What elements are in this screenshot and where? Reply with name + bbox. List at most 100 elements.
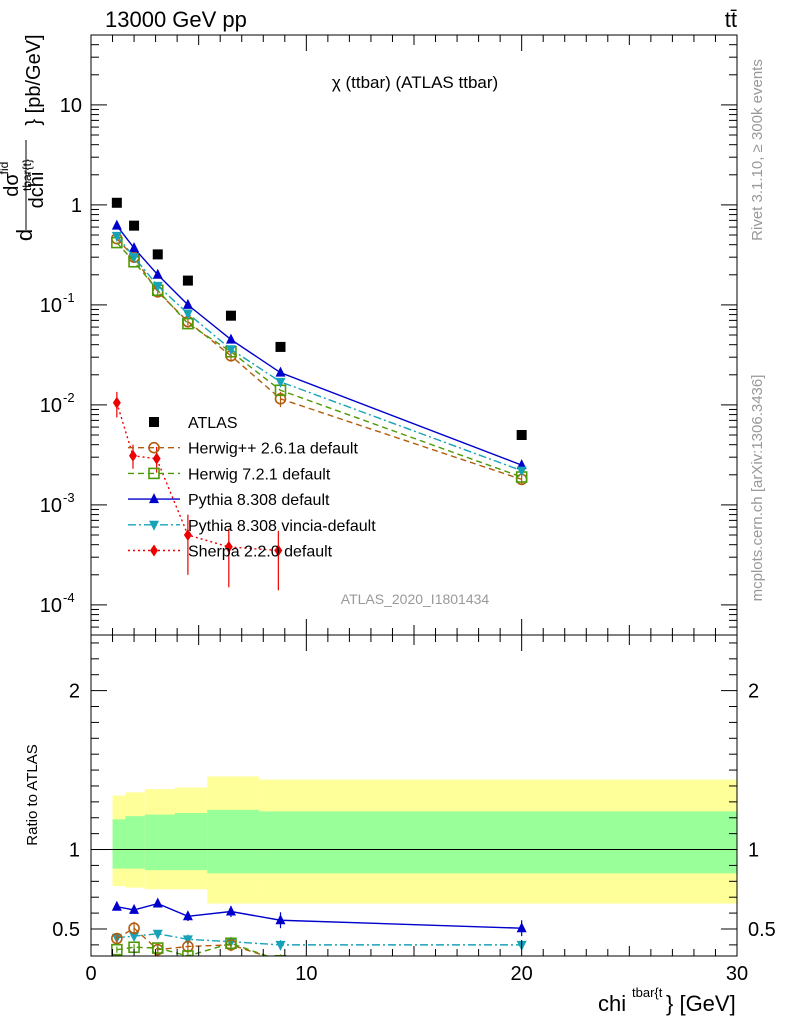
legend-label-atlas: ATLAS <box>188 415 238 432</box>
sherpa-2-2-0-default-point <box>152 452 161 465</box>
ratio-herwig-2-6-1a-default-line <box>116 927 268 956</box>
y-title-tbar: tbar{t} <box>20 159 34 191</box>
legend-marker-sherpa-2-2-0-default <box>150 544 158 557</box>
y-title-denominator: dchi <box>26 172 48 209</box>
legend: ATLAS Herwig++ 2.6.1a default Herwig 7.2.1… <box>128 415 376 561</box>
ratio-pythia-8-308-default-point <box>225 905 236 916</box>
legend-label-pythia-8-308-default: Pythia 8.308 default <box>188 492 330 509</box>
y-tick-exponent: -2 <box>63 390 75 405</box>
sherpa-2-2-0-default-point <box>128 449 137 462</box>
legend-label-sherpa-2-2-0-default: Sherpa 2.2.0 default <box>188 544 333 561</box>
legend-label-pythia-8-308-vincia-default: Pythia 8.308 vincia-default <box>188 518 376 535</box>
ratio-herwig-2-6-1a-default-point <box>111 932 123 945</box>
ratio-band-inner <box>112 819 126 869</box>
pythia-8-308-vincia-default-line <box>116 235 522 472</box>
ratio-y-tick-label-right: 2 <box>748 681 759 703</box>
ratio-herwig-7-2-1-default-line <box>116 942 270 956</box>
legend-marker-atlas <box>149 417 159 427</box>
y-tick-label: 1 <box>71 195 82 217</box>
y-title-d: d <box>12 229 37 241</box>
y-title-numerator: dσ <box>1 173 23 197</box>
ratio-pythia-8-308-default-line <box>116 902 522 929</box>
mcplots-label: mcplots.cern.ch [arXiv:1306.3436] <box>749 375 766 602</box>
pythia-8-308-default-point <box>182 298 193 309</box>
ratio-band-inner <box>144 814 175 871</box>
pythia-8-308-default-point <box>152 268 163 279</box>
main-data-layer <box>111 197 528 591</box>
herwig-2-6-1a-default-point <box>274 393 287 405</box>
ratio-herwig-7-2-1-default-point <box>274 954 287 956</box>
ratio-herwig-7-2-1-default-point <box>225 937 237 950</box>
pythia-8-308-default-point <box>129 242 140 253</box>
x-title-chi: chi <box>598 991 626 1016</box>
ratio-pythia-8-308-default-point <box>516 922 527 933</box>
x-tick-label: 10 <box>295 963 317 985</box>
energy-label: 13000 GeV pp <box>105 7 247 32</box>
y-tick-exponent: -4 <box>63 590 75 605</box>
x-tick-label: 30 <box>726 963 748 985</box>
y-tick-label: 10 <box>60 95 82 117</box>
atlas-point <box>516 430 527 440</box>
pythia-8-308-default-line <box>116 225 522 466</box>
ratio-band-inner <box>258 811 737 874</box>
rivet-label: Rivet 3.1.10, ≥ 300k events <box>749 59 766 241</box>
x-title-units: } [GeV] <box>666 991 736 1016</box>
pythia-8-308-default-point <box>111 219 122 230</box>
ratio-pythia-8-308-default-point <box>152 897 163 908</box>
pythia-8-308-vincia-default-point <box>182 309 193 320</box>
analysis-label: ATLAS_2020_I1801434 <box>341 591 490 607</box>
ratio-pythia-8-308-default-point <box>275 914 286 925</box>
process-label: tt̄ <box>725 7 737 32</box>
y-tick-label: 10 <box>40 395 62 417</box>
legend-label-herwig-2-6-1a-default: Herwig++ 2.6.1a default <box>188 441 358 458</box>
ratio-herwig-2-6-1a-default-point <box>128 922 140 934</box>
pythia-8-308-default-point <box>516 459 527 470</box>
ratio-pythia-8-308-default-point <box>129 903 140 914</box>
pythia-8-308-vincia-default-point <box>225 345 236 356</box>
ratio-band-inner <box>125 816 145 869</box>
y-tick-label: 10 <box>40 295 62 317</box>
atlas-point <box>182 275 193 286</box>
x-title-sup: tbar{t <box>632 985 663 1000</box>
atlas-point <box>225 310 236 321</box>
ratio-y-tick-label-right: 0.5 <box>748 919 776 941</box>
sherpa-2-2-0-default-line <box>116 402 279 552</box>
pythia-8-308-vincia-default-point <box>516 466 527 477</box>
ratio-pythia-8-308-vincia-default-line <box>116 933 522 946</box>
ratio-y-tick-label-right: 1 <box>748 840 759 862</box>
legend-marker-pythia-8-308-default <box>149 493 159 504</box>
ratio-pythia-8-308-vincia-default-point <box>182 935 193 946</box>
ratio-pythia-8-308-vincia-default-point <box>152 929 163 940</box>
atlas-point <box>111 197 122 208</box>
atlas-point <box>152 249 163 260</box>
x-axis-title: chi tbar{t } [GeV] <box>598 985 736 1016</box>
ratio-pythia-8-308-default-point <box>182 910 193 921</box>
pythia-8-308-default-point <box>225 333 236 344</box>
plot-title: χ (ttbar) (ATLAS ttbar) <box>332 73 498 92</box>
ratio-band-inner <box>207 809 259 874</box>
legend-marker-herwig-7-2-1-default <box>148 467 160 480</box>
ratio-pythia-8-308-vincia-default-point <box>129 932 140 943</box>
ratio-y-title: Ratio to ATLAS <box>24 744 41 845</box>
ratio-herwig-7-2-1-default-point <box>182 950 194 956</box>
ratio-y-tick-label: 1 <box>69 840 80 862</box>
ratio-data-layer <box>91 776 737 956</box>
pythia-8-308-vincia-default-point <box>275 377 286 388</box>
ratio-y-tick-label: 2 <box>69 681 80 703</box>
sherpa-2-2-0-default-point <box>183 529 192 541</box>
ratio-herwig-2-6-1a-default-point <box>277 954 284 956</box>
y-title-units: } [pb/GeV] <box>23 34 45 125</box>
atlas-point <box>275 341 286 352</box>
pythia-8-308-vincia-default-point <box>111 231 122 242</box>
sherpa-2-2-0-default-point <box>224 540 233 553</box>
pythia-8-308-default-point <box>275 366 286 377</box>
pythia-8-308-vincia-default-point <box>152 281 163 292</box>
sherpa-2-2-0-default-point <box>274 544 283 557</box>
sherpa-2-2-0-default-point <box>112 396 121 409</box>
ratio-y-tick-label: 0.5 <box>52 919 80 941</box>
ratio-pythia-8-308-default-point <box>111 900 122 911</box>
main-y-axis-title: d dσ fid dchi tbar{t} } [pb/GeV] <box>0 34 48 241</box>
ratio-band-inner <box>174 812 208 871</box>
